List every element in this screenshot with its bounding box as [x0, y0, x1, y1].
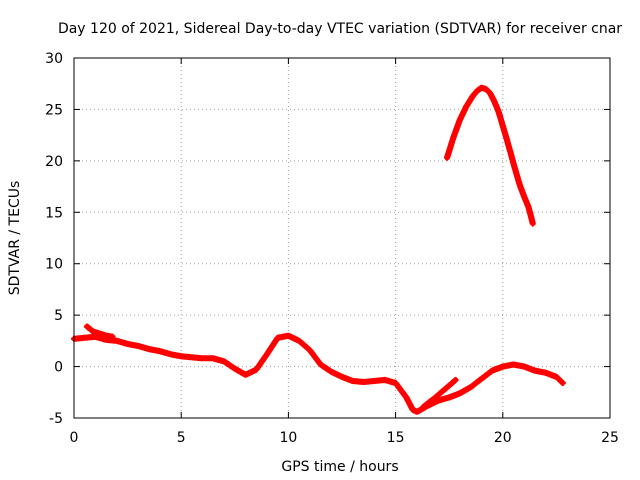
- data-point: [457, 390, 463, 396]
- x-tick-label: 25: [601, 430, 619, 446]
- data-point: [444, 155, 450, 161]
- data-point: [157, 348, 163, 354]
- y-tick-label: 15: [45, 205, 63, 221]
- y-tick-label: 20: [45, 154, 63, 170]
- x-axis-label: GPS time / hours: [281, 459, 398, 475]
- data-point: [82, 335, 88, 341]
- data-point: [500, 364, 506, 370]
- y-tick-label: 10: [45, 257, 63, 273]
- y-tick-label: 30: [45, 51, 63, 67]
- data-point: [189, 354, 195, 360]
- data-point: [451, 134, 456, 140]
- data-point: [496, 109, 501, 114]
- data-point: [328, 369, 334, 375]
- data-point: [90, 329, 96, 335]
- data-point: [232, 366, 238, 372]
- data-point: [414, 409, 420, 415]
- data-point: [275, 335, 281, 341]
- data-point: [318, 362, 324, 367]
- data-point: [487, 90, 493, 96]
- data-point: [553, 374, 559, 380]
- data-point: [543, 370, 549, 376]
- data-point: [339, 374, 345, 380]
- data-point: [431, 396, 437, 401]
- x-tick-label: 15: [387, 430, 405, 446]
- x-tick-label: 20: [494, 430, 512, 446]
- data-point: [371, 378, 377, 384]
- x-tick-label: 0: [70, 430, 79, 446]
- data-point: [500, 123, 506, 129]
- data-point: [307, 347, 313, 353]
- data-point: [491, 98, 497, 104]
- plot-frame: [73, 57, 611, 419]
- data-point: [511, 362, 516, 367]
- data-point: [200, 355, 206, 361]
- data-point: [513, 168, 519, 174]
- y-tick-label: 5: [54, 308, 63, 324]
- data-point: [410, 407, 416, 413]
- series-markers: [71, 332, 566, 415]
- data-point: [296, 338, 302, 344]
- data-series: [71, 84, 566, 415]
- series-arc-4: [420, 376, 459, 410]
- data-point: [285, 333, 291, 339]
- data-point: [110, 334, 116, 340]
- data-point: [146, 346, 152, 352]
- data-point: [483, 86, 489, 92]
- data-point: [421, 404, 426, 410]
- data-point: [114, 338, 120, 344]
- data-point: [168, 351, 173, 357]
- y-tick-label: -5: [49, 411, 63, 427]
- data-point: [210, 355, 216, 361]
- data-point: [125, 341, 131, 347]
- data-point: [526, 204, 531, 210]
- data-point: [560, 380, 566, 386]
- data-point: [84, 324, 90, 329]
- data-point: [103, 333, 109, 339]
- data-point: [350, 378, 356, 384]
- data-point: [532, 368, 538, 374]
- data-point: [135, 343, 141, 349]
- data-point: [478, 376, 484, 382]
- data-point: [403, 394, 409, 400]
- data-point: [393, 380, 399, 386]
- grid-lines: [74, 58, 610, 418]
- chart-title: Day 120 of 2021, Sidereal Day-to-day VTE…: [58, 21, 622, 37]
- data-point: [453, 377, 459, 383]
- series-arc-3: [83, 323, 116, 340]
- y-axis-label: SDTVAR / TECUs: [7, 181, 23, 296]
- data-point: [360, 379, 366, 385]
- data-point: [178, 353, 184, 359]
- data-point: [382, 377, 388, 383]
- data-point: [253, 367, 259, 373]
- data-point: [517, 183, 523, 188]
- data-point: [463, 103, 469, 109]
- data-point: [264, 351, 270, 357]
- data-point: [521, 194, 527, 200]
- x-tick-label: 5: [177, 430, 186, 446]
- data-point: [474, 88, 480, 94]
- y-tick-label: 25: [45, 102, 63, 118]
- x-tick-label: 10: [279, 430, 297, 446]
- data-point: [457, 117, 463, 123]
- data-point: [470, 93, 476, 99]
- data-point: [504, 137, 510, 143]
- y-tick-label: 0: [54, 360, 63, 376]
- axes: 0 5 10 15 20 25 -5 0 5 10 15 20 25 30: [45, 51, 619, 446]
- data-point: [468, 384, 474, 390]
- data-point: [221, 358, 227, 364]
- data-point: [243, 372, 248, 378]
- series-arc-1: [71, 332, 566, 415]
- data-point: [446, 394, 452, 400]
- data-point: [442, 386, 448, 392]
- data-point: [97, 331, 103, 337]
- data-point: [521, 364, 527, 370]
- data-point: [508, 153, 514, 159]
- data-point: [530, 221, 536, 227]
- data-point: [478, 85, 484, 91]
- series-markers: [444, 84, 536, 227]
- series-arc-2: [444, 84, 536, 227]
- data-point: [489, 368, 495, 374]
